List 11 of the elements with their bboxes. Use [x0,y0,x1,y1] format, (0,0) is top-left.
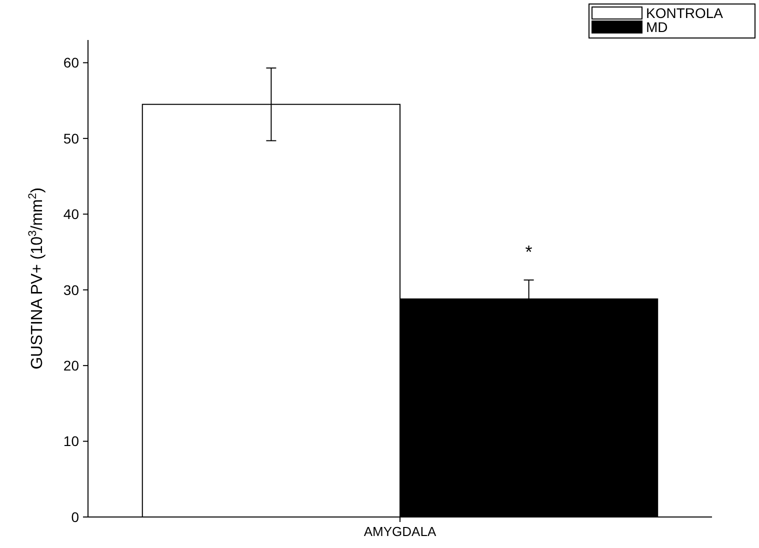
y-tick-label: 50 [63,130,80,146]
legend-label: MD [646,19,668,35]
y-tick-label: 30 [63,282,80,298]
legend-label: KONTROLA [646,5,724,21]
y-tick-label: 40 [63,206,80,222]
y-tick-label: 60 [63,54,80,71]
y-tick-label: 0 [71,508,80,525]
x-tick-label: AMYGDALA [364,524,436,539]
y-tick-label: 20 [63,357,80,374]
y-tick-label: 10 [63,433,80,450]
annotation: * [525,242,532,262]
